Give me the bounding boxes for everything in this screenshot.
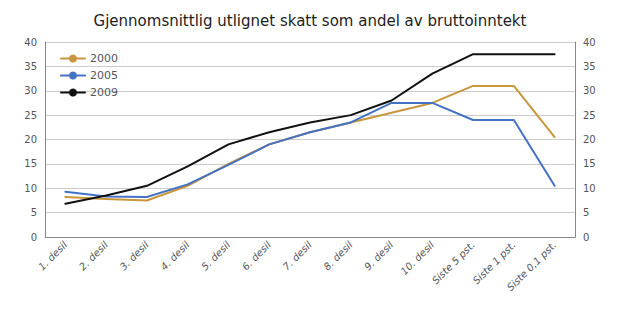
svg-text:20: 20 (24, 134, 37, 145)
svg-text:10: 10 (24, 183, 37, 194)
svg-text:15: 15 (583, 158, 596, 169)
svg-text:5: 5 (583, 207, 589, 218)
svg-text:40: 40 (24, 37, 37, 48)
svg-text:5. desil: 5. desil (199, 239, 232, 272)
svg-text:Siste 0,1 pst.: Siste 0,1 pst. (505, 239, 559, 293)
svg-text:Siste 5 pst.: Siste 5 pst. (429, 239, 477, 287)
svg-text:5: 5 (31, 207, 37, 218)
svg-text:2. desil: 2. desil (77, 239, 110, 272)
svg-text:Gjennomsnittlig utlignet skatt: Gjennomsnittlig utlignet skatt som andel… (94, 12, 527, 30)
svg-text:10. desil: 10. desil (399, 239, 437, 277)
svg-text:6. desil: 6. desil (240, 239, 273, 272)
svg-text:15: 15 (24, 158, 37, 169)
svg-text:2009: 2009 (90, 86, 118, 99)
svg-text:35: 35 (24, 61, 37, 72)
svg-text:25: 25 (583, 110, 596, 121)
svg-text:0: 0 (31, 232, 37, 243)
svg-text:9. desil: 9. desil (362, 239, 395, 272)
svg-text:20: 20 (583, 134, 596, 145)
svg-text:7. desil: 7. desil (281, 239, 314, 272)
svg-text:30: 30 (583, 85, 596, 96)
svg-text:40: 40 (583, 37, 596, 48)
svg-text:35: 35 (583, 61, 596, 72)
svg-text:2005: 2005 (90, 69, 118, 82)
svg-text:4. desil: 4. desil (158, 239, 191, 272)
svg-text:3. desil: 3. desil (118, 239, 151, 272)
svg-text:0: 0 (583, 232, 589, 243)
svg-text:2000: 2000 (90, 52, 118, 65)
svg-text:1. desil: 1. desil (36, 239, 69, 272)
svg-text:30: 30 (24, 85, 37, 96)
svg-text:Siste 1 pst.: Siste 1 pst. (470, 239, 518, 287)
svg-text:25: 25 (24, 110, 37, 121)
svg-text:10: 10 (583, 183, 596, 194)
svg-text:8. desil: 8. desil (321, 239, 354, 272)
